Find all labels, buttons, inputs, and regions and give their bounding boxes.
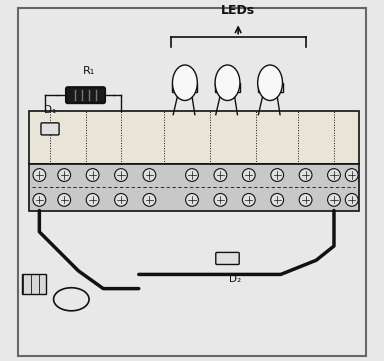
Circle shape	[143, 169, 156, 182]
Circle shape	[328, 169, 340, 182]
Bar	[258, 83, 283, 92]
Circle shape	[299, 193, 312, 206]
Circle shape	[242, 169, 255, 182]
Circle shape	[345, 193, 358, 206]
Ellipse shape	[54, 288, 89, 311]
Ellipse shape	[172, 65, 197, 100]
Circle shape	[114, 193, 127, 206]
Circle shape	[214, 169, 227, 182]
Circle shape	[185, 193, 199, 206]
Bar	[29, 111, 359, 164]
Text: D₁: D₁	[44, 105, 56, 115]
Text: D₂: D₂	[228, 274, 241, 284]
FancyBboxPatch shape	[41, 123, 59, 135]
Circle shape	[271, 169, 283, 182]
Circle shape	[242, 193, 255, 206]
Circle shape	[58, 193, 71, 206]
Bar	[29, 164, 359, 210]
Ellipse shape	[215, 65, 240, 100]
Circle shape	[33, 193, 46, 206]
Circle shape	[33, 169, 46, 182]
Circle shape	[185, 169, 199, 182]
Bar	[215, 83, 240, 92]
Circle shape	[114, 169, 127, 182]
Circle shape	[58, 169, 71, 182]
Circle shape	[345, 169, 358, 182]
Circle shape	[328, 193, 340, 206]
Circle shape	[86, 169, 99, 182]
Text: R₁: R₁	[83, 66, 95, 76]
FancyBboxPatch shape	[216, 252, 239, 265]
Bar	[22, 274, 46, 294]
Text: LEDs: LEDs	[221, 4, 255, 17]
Bar	[172, 83, 197, 92]
FancyBboxPatch shape	[66, 87, 105, 103]
Circle shape	[299, 169, 312, 182]
Circle shape	[271, 193, 283, 206]
Circle shape	[214, 193, 227, 206]
Ellipse shape	[258, 65, 283, 100]
Circle shape	[143, 193, 156, 206]
Circle shape	[86, 193, 99, 206]
